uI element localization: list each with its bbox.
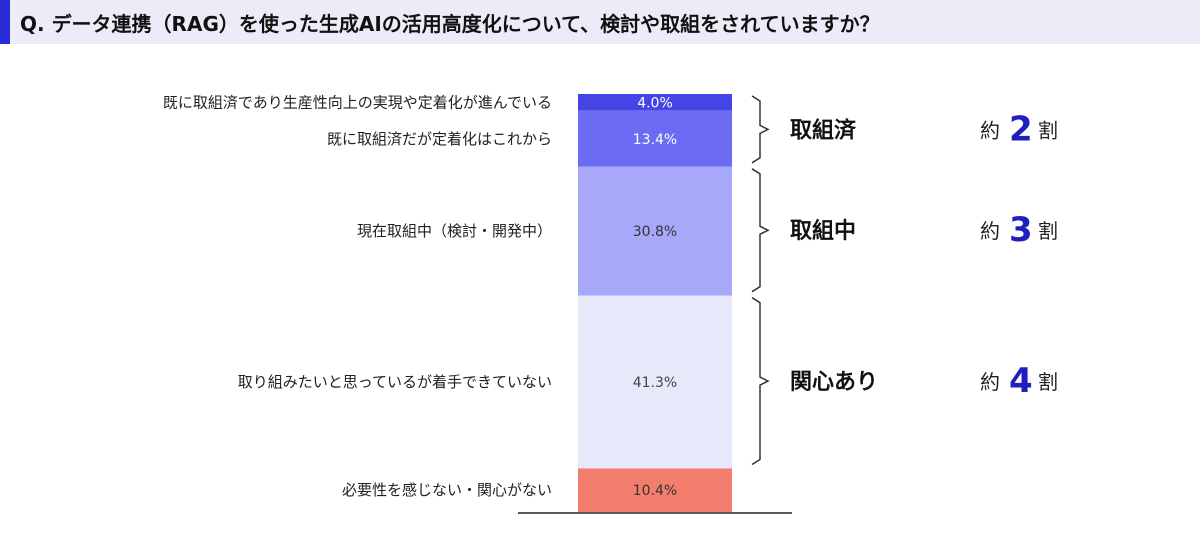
bar-segment (578, 468, 732, 512)
bar-segment (578, 110, 732, 167)
group-ratio-prefix: 約 (980, 118, 1000, 142)
bar-segment (578, 295, 732, 469)
bar-segment (578, 166, 732, 296)
category-label: 取り組みたいと思っているが着手できていない (238, 373, 552, 391)
bar-segment (578, 94, 732, 111)
group-ratio-number: 3 (1009, 210, 1033, 250)
data-label: 4.0% (637, 95, 673, 111)
group-ratio-suffix: 割 (1038, 118, 1058, 142)
data-label: 13.4% (633, 132, 677, 148)
title-accent-bar (0, 0, 10, 44)
data-label: 10.4% (633, 483, 677, 499)
category-label: 現在取組中（検討・開発中） (357, 222, 552, 240)
group-ratio-prefix: 約 (980, 219, 1000, 243)
group-bracket (751, 168, 770, 293)
group-label: 取組中 (790, 218, 856, 244)
data-label: 41.3% (633, 375, 677, 391)
group-label: 関心あり (790, 370, 878, 395)
data-label: 30.8% (633, 224, 677, 240)
category-label: 既に取組済だが定着化はこれから (327, 130, 552, 148)
group-ratio-number: 4 (1009, 361, 1033, 401)
group-ratio-suffix: 割 (1038, 219, 1058, 243)
page-title: Q. データ連携（RAG）を使った生成AIの活用高度化について、検討や取組をされ… (20, 12, 880, 36)
group-ratio-prefix: 約 (980, 370, 1000, 394)
group-ratio-suffix: 割 (1038, 370, 1058, 394)
category-label: 必要性を感じない・関心がない (342, 481, 552, 499)
group-bracket (751, 95, 770, 164)
category-label: 既に取組済であり生産性向上の実現や定着化が進んでいる (163, 93, 552, 111)
title-bar (0, 0, 1200, 44)
group-label: 取組済 (790, 117, 857, 143)
group-bracket (751, 297, 770, 466)
group-ratio-number: 2 (1009, 109, 1033, 149)
